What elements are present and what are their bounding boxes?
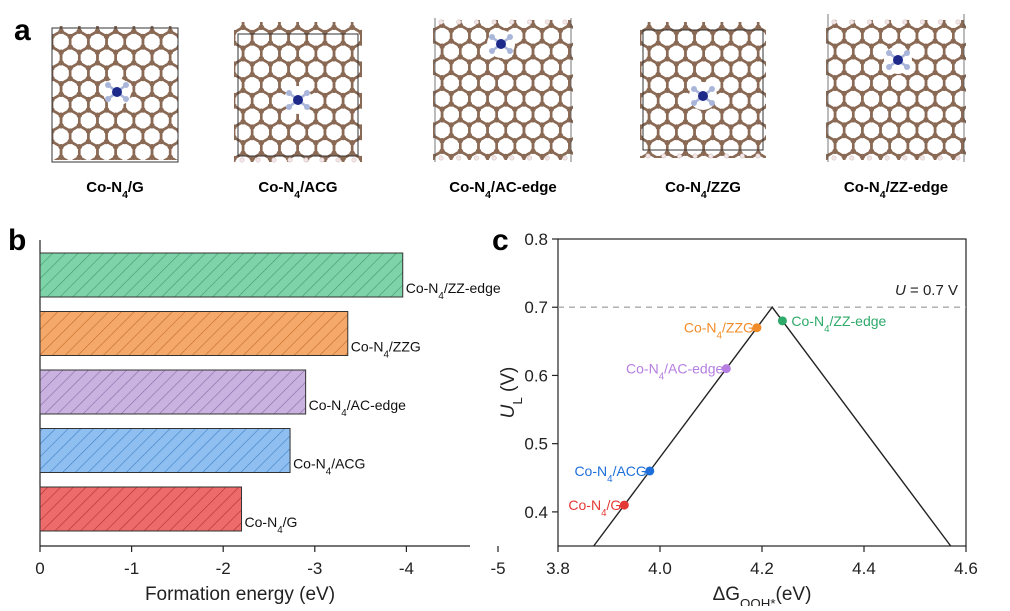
- data-point-label: Co-N4/ZZG: [684, 320, 754, 342]
- nitrogen-atom: [286, 90, 292, 96]
- structure-label-g: Co-N4/G: [86, 179, 144, 201]
- nitrogen-atom: [304, 104, 310, 110]
- x-tick-label: 0: [35, 559, 44, 578]
- cobalt-atom: [893, 55, 903, 65]
- structure-g: Co-N4/G: [22, 0, 236, 212]
- bar-label: Co-N4/G: [245, 514, 298, 536]
- x-tick-label: -5: [490, 559, 505, 578]
- limit-potential-label: U = 0.7 V: [895, 282, 958, 299]
- bar-acg: [40, 429, 290, 473]
- nitrogen-atom: [489, 34, 495, 40]
- y-tick-label: 0.5: [524, 435, 548, 454]
- x-tick-label: -3: [307, 559, 322, 578]
- volcano-line: [594, 307, 951, 546]
- x-axis-title: ΔGOOH*(eV): [713, 584, 812, 606]
- data-point-label: Co-N4/ACG: [574, 463, 646, 485]
- data-point: [778, 316, 787, 325]
- bar-label: Co-N4/ZZG: [351, 339, 421, 361]
- formation-energy-bar-chart: 0 -1 -2 -3 -4 -5 Formation energy (eV) Co-N4/ZZ…: [35, 240, 505, 605]
- panel-b-letter: b: [8, 224, 26, 257]
- nitrogen-atom: [886, 50, 892, 56]
- nitrogen-atom: [105, 82, 111, 88]
- y-axis-title: UL (V): [498, 367, 525, 419]
- structure-acg: Co-N4/ACG: [204, 0, 418, 208]
- x-tick-label: -1: [124, 559, 139, 578]
- bar-label: Co-N4/ZZ-edge: [406, 280, 501, 302]
- y-tick-label: 0.7: [524, 298, 548, 317]
- cobalt-atom: [496, 39, 506, 49]
- nitrogen-atom: [691, 86, 697, 92]
- nitrogen-atom: [904, 50, 910, 56]
- structure-label-acg: Co-N4/ACG: [258, 179, 337, 201]
- nitrogen-atom: [691, 100, 697, 106]
- bar-zzg: [40, 312, 348, 356]
- bar-zz-edge: [40, 253, 403, 297]
- nitrogen-atom: [507, 48, 513, 54]
- nitrogen-atom: [123, 82, 129, 88]
- bar-label: Co-N4/ACG: [293, 456, 365, 478]
- bar-g: [40, 487, 242, 531]
- x-tick-label: 4.4: [852, 559, 876, 578]
- x-tick-label: -4: [399, 559, 414, 578]
- bar-ac-edge: [40, 370, 306, 414]
- y-tick-label: 0.4: [524, 503, 548, 522]
- nitrogen-atom: [507, 34, 513, 40]
- nitrogen-atom: [709, 100, 715, 106]
- structure-zzg: Co-N4/ZZG: [610, 0, 824, 208]
- x-tick-label: 4.6: [954, 559, 978, 578]
- y-tick-label: 0.8: [524, 230, 548, 249]
- panel-c-letter: c: [492, 224, 509, 257]
- x-tick-label: -2: [216, 559, 231, 578]
- structure-zz-edge: Co-N4/ZZ-edge: [796, 0, 1010, 206]
- x-tick-label: 4.0: [648, 559, 672, 578]
- structure-row: Co-N4/G Co-N4/ACG Co-N4/AC-edge Co-N4/ZZG Co…: [22, 0, 1010, 212]
- nitrogen-atom: [123, 96, 129, 102]
- structure-label-zzg: Co-N4/ZZG: [665, 179, 741, 201]
- y-tick-label: 0.6: [524, 366, 548, 385]
- bar-label: Co-N4/AC-edge: [309, 397, 406, 419]
- nitrogen-atom: [286, 104, 292, 110]
- data-point-label: Co-N4/G: [568, 497, 621, 518]
- nitrogen-atom: [304, 90, 310, 96]
- cobalt-atom: [112, 87, 122, 97]
- nitrogen-atom: [904, 64, 910, 70]
- data-point-label: Co-N4/AC-edge: [626, 361, 723, 383]
- structure-ac-edge: Co-N4/AC-edge: [403, 0, 617, 206]
- graphene-lattice: [610, 0, 824, 208]
- limiting-potential-volcano-plot: 3.8 4.0 4.2 4.4 4.6 0.4 0.5 0.6 0.7 0.8 ΔGOOH*(eV)…: [498, 230, 978, 606]
- cobalt-atom: [698, 91, 708, 101]
- nitrogen-atom: [105, 96, 111, 102]
- structure-label-zz-edge: Co-N4/ZZ-edge: [844, 179, 948, 201]
- nitrogen-atom: [709, 86, 715, 92]
- nitrogen-atom: [489, 48, 495, 54]
- x-tick-label: 3.8: [546, 559, 570, 578]
- x-axis-title: Formation energy (eV): [145, 584, 335, 605]
- data-point-label: Co-N4/ZZ-edge: [791, 313, 886, 335]
- panel-a-letter: a: [14, 14, 31, 47]
- nitrogen-atom: [886, 64, 892, 70]
- x-tick-label: 4.2: [750, 559, 774, 578]
- cobalt-atom: [293, 95, 303, 105]
- structure-label-ac-edge: Co-N4/AC-edge: [449, 179, 557, 201]
